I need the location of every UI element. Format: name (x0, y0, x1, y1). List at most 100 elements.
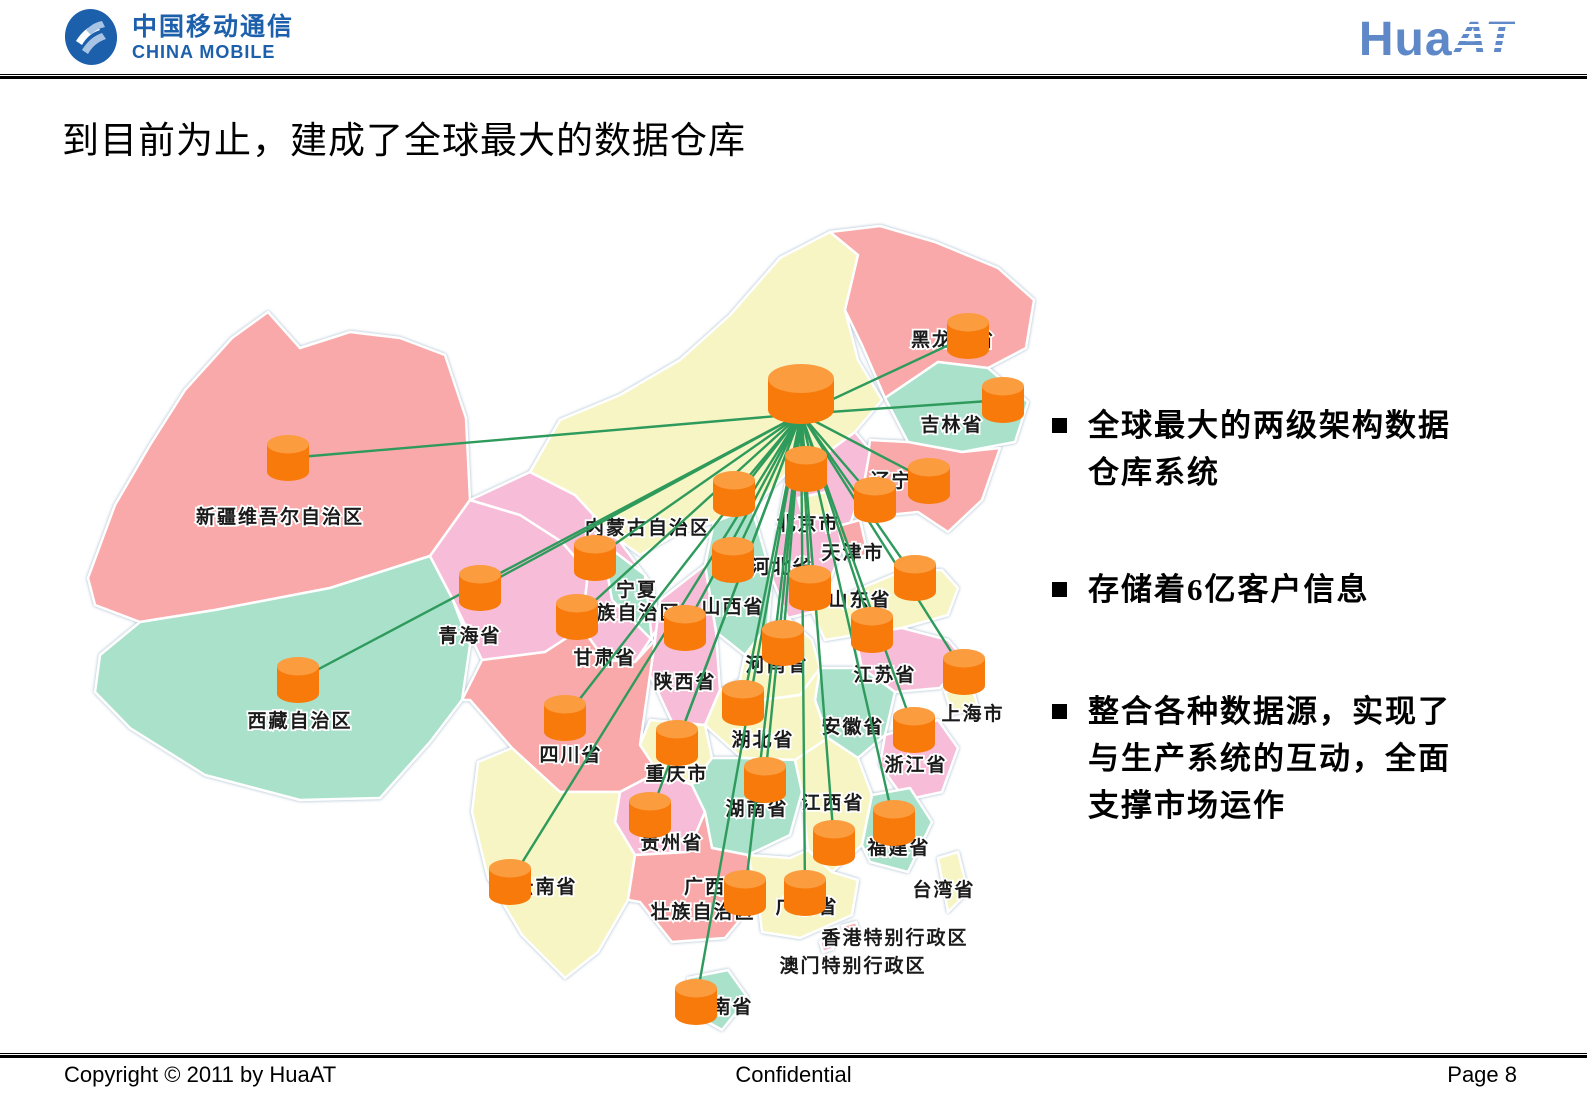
bullet-item: 全球最大的两级架构数据仓库系统 (1052, 402, 1492, 496)
db-cylinder-top (894, 555, 936, 574)
db-cylinder-top (722, 680, 764, 699)
db-node-青海省 (459, 565, 501, 611)
bullet-text: 全球最大的两级架构数据仓库系统 (1088, 408, 1451, 490)
db-node-河南省 (762, 620, 804, 666)
db-cylinder-top (267, 435, 309, 454)
db-cylinder-top (854, 477, 896, 496)
province-label: 广西 (684, 875, 726, 898)
db-cylinder-top (893, 707, 935, 726)
bullet-marker-icon (1052, 582, 1067, 597)
hub-link-line (594, 413, 802, 559)
db-cylinder-top (713, 471, 755, 490)
db-cylinder-body (489, 868, 531, 905)
db-node-吉林省 (982, 377, 1024, 423)
huaat-logo: HuaAT (1359, 12, 1515, 67)
hub-link-line (683, 413, 803, 629)
db-cylinder-body (664, 614, 706, 651)
province-label: 陕西省 (653, 670, 716, 693)
db-cylinder-body (873, 809, 915, 846)
db-node-江西省 (813, 820, 855, 866)
db-node-福建省 (873, 800, 915, 846)
db-node-贵州省 (629, 792, 671, 838)
header-divider (0, 74, 1587, 79)
db-node-西藏自治区 (277, 657, 319, 703)
db-node-江苏省 (851, 607, 893, 653)
province-shape-yunnan (470, 746, 637, 980)
province-shape-taiwan (936, 850, 970, 914)
db-cylinder-body (267, 444, 309, 481)
db-cylinder-body (908, 467, 950, 504)
province-label: 山西省 (701, 596, 764, 618)
china-mobile-emblem-icon (64, 9, 118, 65)
db-node-黑龙江省 (947, 313, 989, 359)
db-cylinder-body (713, 480, 755, 517)
db-cylinder-top (629, 792, 671, 811)
db-cylinder-top (784, 870, 826, 889)
db-cylinder-top (664, 605, 706, 624)
db-cylinder-body (851, 616, 893, 653)
hub-link-line (800, 398, 1004, 416)
db-cylinder-top (873, 800, 915, 819)
db-cylinder-top (943, 649, 985, 668)
hub-link-line (564, 413, 802, 719)
bullet-marker-icon (1052, 704, 1067, 719)
db-node-内蒙古自治区 (713, 471, 755, 517)
db-node-四川省 (544, 695, 586, 741)
db-cylinder-body (556, 603, 598, 640)
db-cylinder-top (675, 979, 717, 998)
province-label: 宁夏 (616, 578, 658, 601)
db-cylinder-top (785, 446, 827, 465)
db-node-云南省 (489, 859, 531, 905)
hub-link-line (576, 413, 802, 618)
db-cylinder-top (947, 313, 989, 332)
footer-confidential: Confidential (735, 1062, 852, 1087)
province-label: 浙江省 (884, 753, 947, 776)
db-cylinder-body (744, 766, 786, 803)
db-cylinder-top (982, 377, 1024, 396)
huaat-logo-at: AT (1452, 13, 1515, 66)
db-node-天津市 (854, 477, 896, 523)
db-cylinder-body (675, 988, 717, 1025)
db-cylinder-body (893, 716, 935, 753)
china-mobile-logo: 中国移动通信 CHINA MOBILE (62, 8, 294, 66)
db-node-北京市 (785, 446, 827, 492)
china-mobile-name-cn: 中国移动通信 (132, 12, 295, 41)
hub-link-line (479, 412, 802, 590)
footer-page-number: Page 8 (1447, 1062, 1517, 1087)
db-node-陕西省 (664, 605, 706, 651)
db-cylinder-top (556, 594, 598, 613)
province-shape-macau (818, 937, 835, 954)
province-label: 新疆维吾尔自治区 (196, 505, 364, 528)
db-cylinder-top (489, 859, 531, 878)
db-cylinder-top (459, 565, 501, 584)
db-cylinder-body (544, 704, 586, 741)
footer-divider (0, 1053, 1587, 1058)
bullet-item: 整合各种数据源，实现了与生产系统的互动，全面支撑市场运作 (1052, 688, 1492, 829)
db-cylinder-top (908, 458, 950, 477)
province-db-nodes (267, 313, 1024, 1025)
db-cylinder-top (762, 620, 804, 639)
bullet-text: 整合各种数据源，实现了与生产系统的互动，全面支撑市场运作 (1088, 694, 1451, 823)
province-label: 西藏自治区 (247, 709, 352, 732)
db-cylinder-top (277, 657, 319, 676)
db-cylinder-body (277, 666, 319, 703)
db-cylinder-top (712, 537, 754, 556)
db-node-辽宁省 (908, 458, 950, 504)
hub-link-line (800, 412, 930, 483)
db-cylinder-body (813, 829, 855, 866)
db-cylinder-top (574, 535, 616, 554)
db-cylinder-top (656, 720, 698, 739)
db-cylinder-top (768, 364, 834, 394)
bullet-marker-icon (1052, 418, 1067, 433)
db-cylinder-top (724, 870, 766, 889)
db-cylinder-body (943, 658, 985, 695)
db-cylinder-body (762, 629, 804, 666)
province-label: 台湾省 (912, 878, 975, 901)
hq-db-node (768, 364, 834, 424)
db-node-新疆维吾尔自治区 (267, 435, 309, 481)
page-title: 到目前为止，建成了全球最大的数据仓库 (62, 121, 746, 162)
hub-link-line (799, 413, 966, 673)
province-label: 香港特别行政区 (820, 926, 968, 949)
